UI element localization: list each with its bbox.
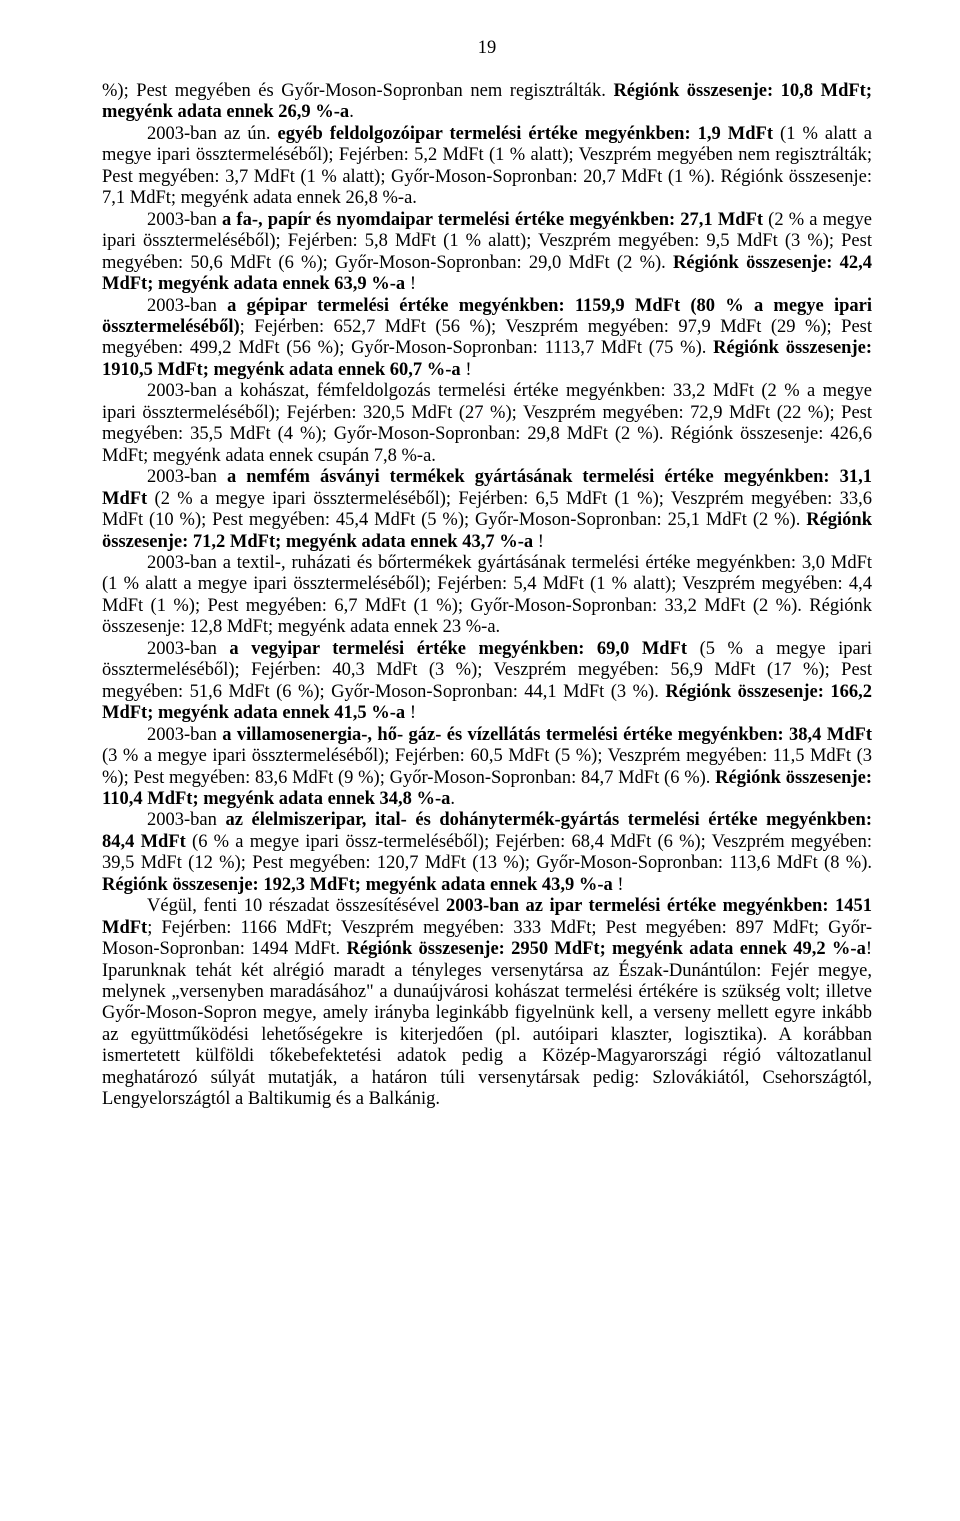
document-page: 19 %); Pest megyében és Győr-Moson-Sopro… <box>0 0 960 1171</box>
text-bold: a villamosenergia-, hő- gáz- és vízellát… <box>222 725 872 745</box>
paragraph-5: 2003-ban a kohászat, fémfeldolgozás term… <box>102 381 872 467</box>
text: 2003-ban a kohászat, fémfeldolgozás term… <box>102 381 872 465</box>
text-bold: egyéb feldolgozóipar termelési értéke me… <box>278 124 774 144</box>
text: %); Pest megyében és Győr-Moson-Sopronba… <box>102 81 613 101</box>
text: 2003-ban <box>147 467 227 487</box>
text-bold: a vegyipar termelési értéke megyénkben: … <box>229 639 687 659</box>
text: Végül, fenti 10 részadat összesítésével <box>147 896 446 916</box>
page-content: %); Pest megyében és Győr-Moson-Sopronba… <box>102 81 872 1111</box>
page-number: 19 <box>102 38 872 59</box>
text: . <box>450 789 455 809</box>
text: ! <box>405 703 416 723</box>
text: 2003-ban <box>147 639 229 659</box>
text: 2003-ban az ún. <box>147 124 278 144</box>
paragraph-7: 2003-ban a textil-, ruházati és bőrtermé… <box>102 553 872 639</box>
text-bold: Régiónk összesenje: 192,3 MdFt; megyénk … <box>102 875 613 895</box>
text: 2003-ban <box>147 810 225 830</box>
paragraph-3: 2003-ban a fa-, papír és nyomdaipar term… <box>102 210 872 296</box>
text: 2003-ban <box>147 725 222 745</box>
text: 2003-ban <box>147 210 222 230</box>
paragraph-11: Végül, fenti 10 részadat összesítésével … <box>102 896 872 1111</box>
paragraph-4: 2003-ban a gépipar termelési értéke megy… <box>102 296 872 382</box>
paragraph-10: 2003-ban az élelmiszeripar, ital- és doh… <box>102 810 872 896</box>
paragraph-6: 2003-ban a nemfém ásványi termékek gyárt… <box>102 467 872 553</box>
text: ! Iparunknak tehát két alrégió maradt a … <box>102 939 872 1109</box>
paragraph-1: %); Pest megyében és Győr-Moson-Sopronba… <box>102 81 872 124</box>
text: ! <box>405 274 416 294</box>
paragraph-8: 2003-ban a vegyipar termelési értéke meg… <box>102 639 872 725</box>
text: 2003-ban a textil-, ruházati és bőrtermé… <box>102 553 872 637</box>
text: (6 % a megye ipari össz-termeléséből); F… <box>102 832 872 873</box>
text-bold: a fa-, papír és nyomdaipar termelési ért… <box>222 210 763 230</box>
text: ! <box>461 360 472 380</box>
text: (2 % a megye ipari össztermeléséből); Fe… <box>102 489 872 530</box>
text: . <box>349 102 354 122</box>
text: 2003-ban <box>147 296 227 316</box>
text-bold: Régiónk összesenje: 2950 MdFt; megyénk a… <box>346 939 865 959</box>
paragraph-9: 2003-ban a villamosenergia-, hő- gáz- és… <box>102 725 872 811</box>
text: ! <box>533 532 544 552</box>
paragraph-2: 2003-ban az ún. egyéb feldolgozóipar ter… <box>102 124 872 210</box>
text: ! <box>613 875 624 895</box>
